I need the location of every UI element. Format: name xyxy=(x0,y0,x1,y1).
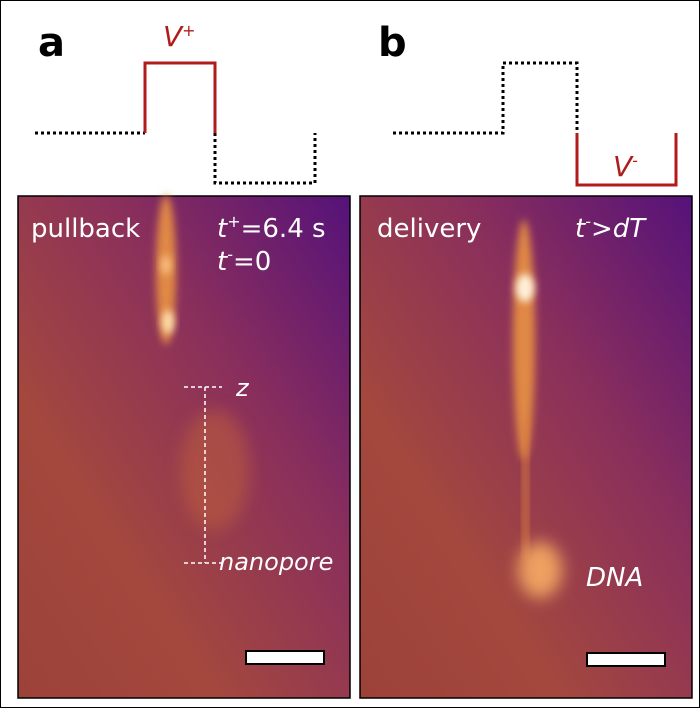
voltage-label: V+ xyxy=(163,20,196,53)
mode-label: pullback xyxy=(31,214,140,244)
distance-bracket xyxy=(184,386,222,564)
voltage-label: V- xyxy=(613,150,638,183)
panel-label: a xyxy=(38,20,65,66)
time-label: t+=6.4 s xyxy=(217,212,326,244)
scale-bar xyxy=(586,652,666,667)
time-label: t->dT xyxy=(575,212,647,244)
micrograph-a xyxy=(17,195,351,699)
micrograph-b xyxy=(359,195,693,699)
annotation: DNA xyxy=(586,563,643,593)
waveform-b xyxy=(393,61,678,187)
mode-label: delivery xyxy=(377,214,481,244)
waveform-a xyxy=(35,61,317,185)
marker-label: nanopore xyxy=(219,548,333,576)
marker-label: z xyxy=(235,374,250,402)
time-label: t-=0 xyxy=(217,245,271,277)
scale-bar xyxy=(245,650,325,665)
panel-label: b xyxy=(378,20,407,66)
